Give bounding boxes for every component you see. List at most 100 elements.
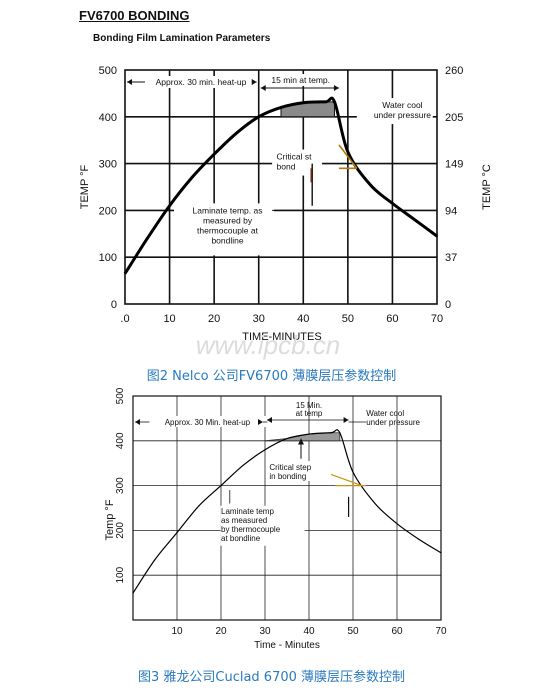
chart1-x-tick-label: 60 bbox=[386, 313, 398, 325]
chart1-arrowhead bbox=[260, 85, 266, 91]
chart2-data-point bbox=[220, 485, 222, 487]
chart2-annotation-laminate: Laminate temp as measured by thermocouple a… bbox=[221, 507, 281, 543]
chart2-x-tick-label: 20 bbox=[215, 626, 227, 637]
chart2-annotation-heatup: Approx. 30 Min. heat-up bbox=[165, 418, 251, 427]
chart1-data-point bbox=[302, 101, 305, 104]
chart1-y2-tick-label: 37 bbox=[445, 252, 457, 264]
chart1-y-tick-label: 500 bbox=[99, 65, 117, 77]
chart1-data-point bbox=[436, 235, 438, 237]
chart1-annotation-bg bbox=[174, 203, 275, 256]
chart1-y2-tick-label: 0 bbox=[445, 299, 451, 311]
chart2-y-axis-label: Temp °F bbox=[104, 499, 116, 540]
chart2-arrowhead bbox=[267, 417, 272, 423]
chart1-data-point bbox=[146, 237, 149, 240]
chart1-x-tick-label: 40 bbox=[297, 313, 309, 325]
chart2-data-point bbox=[264, 449, 266, 451]
chart1-x-axis-label: TIME-MINUTES bbox=[242, 331, 321, 343]
chart2-data-point bbox=[440, 552, 442, 554]
chart1-x-tick-label: 20 bbox=[208, 313, 220, 325]
chart2-annotation-critical: Critical step in bonding bbox=[269, 463, 311, 481]
chart1-y2-tick-label: 260 bbox=[445, 65, 463, 77]
chart1-data-point bbox=[333, 101, 336, 103]
chart2-plot-frame bbox=[132, 395, 442, 621]
chart1-annotation-bg bbox=[272, 149, 323, 176]
chart1-annotation-bg bbox=[145, 76, 257, 88]
chart2-data-point bbox=[374, 502, 376, 505]
chart1-data-point bbox=[413, 218, 416, 221]
page-subheading: Bonding Film Lamination Parameters bbox=[93, 33, 271, 44]
chart2-critical-marker bbox=[330, 473, 363, 487]
chart1-data-point bbox=[369, 183, 371, 186]
chart1-y2-axis-label: TEMP °C bbox=[481, 164, 493, 210]
chart2-data-point bbox=[418, 538, 420, 540]
chart2-arrowhead bbox=[135, 419, 140, 425]
page-heading: FV6700 BONDING bbox=[79, 8, 190, 23]
chart2-data-point bbox=[308, 433, 310, 435]
chart2-y-tick-label: 200 bbox=[115, 522, 126, 539]
chart1-y-tick-label: 0 bbox=[111, 299, 117, 311]
chart2-data-point bbox=[198, 505, 200, 507]
chart1-data-point bbox=[124, 272, 126, 275]
chart1-y2-tick-label: 149 bbox=[445, 159, 463, 171]
chart1-x-tick-label: 70 bbox=[431, 313, 443, 325]
caption-figure-2: 图2 Nelco 公司FV6700 薄膜层压参数控制 bbox=[146, 369, 397, 384]
chart1-annotation-bg bbox=[356, 98, 433, 125]
chart1-data-point bbox=[391, 202, 394, 205]
chart1-arrowhead bbox=[333, 85, 339, 91]
chart1-x-tick-label: 10 bbox=[163, 313, 175, 325]
chart2-data-point bbox=[330, 432, 332, 434]
chart1-series-line bbox=[123, 96, 438, 275]
chart2-arrowhead bbox=[258, 419, 263, 425]
chart1-plot-frame bbox=[124, 69, 438, 305]
chart1-y-tick-label: 400 bbox=[99, 112, 117, 124]
chart2-data-point bbox=[176, 532, 178, 534]
chart2-y-tick-label: 400 bbox=[115, 432, 126, 449]
chart2-arrowhead bbox=[298, 438, 304, 445]
chart1-data-point bbox=[191, 176, 193, 179]
chart1-y-tick-label: 100 bbox=[99, 252, 117, 264]
chart1-arrowhead bbox=[127, 79, 132, 85]
chart2-x-axis-label: Time - Minutes bbox=[254, 640, 320, 651]
chart2-y-tick-label: 300 bbox=[115, 477, 126, 494]
chart2-x-tick-label: 50 bbox=[347, 626, 359, 637]
chart2-x-tick-label: 70 bbox=[435, 626, 447, 637]
chart1-annotation-bg bbox=[261, 74, 340, 86]
chart1-arrowhead bbox=[251, 79, 257, 85]
chart1-data-point bbox=[213, 153, 215, 156]
chart1-data-point bbox=[347, 151, 349, 153]
chart2-annotation-at-temp: 15 Min. at temp bbox=[296, 401, 323, 418]
chart2-data-point bbox=[339, 432, 341, 434]
chart2-data-point bbox=[132, 592, 134, 594]
chart1-data-point bbox=[257, 116, 260, 118]
chart2-x-tick-label: 60 bbox=[391, 626, 403, 637]
chart1-x-tick-label: 30 bbox=[253, 313, 265, 325]
chart1-y-tick-label: 300 bbox=[99, 159, 117, 171]
chart1-y-tick-label: 200 bbox=[99, 205, 117, 217]
chart2-x-tick-label: 40 bbox=[303, 626, 315, 637]
chart2-data-point bbox=[396, 523, 398, 525]
chart2-shaded-area bbox=[264, 432, 341, 442]
chart1-x-tick-label: 50 bbox=[342, 313, 354, 325]
chart2-x-tick-label: 10 bbox=[171, 626, 183, 637]
chart2-annotation-bg bbox=[268, 460, 325, 481]
chart1-x-tick-label: .0 bbox=[120, 313, 129, 325]
chart1-annotation-laminate: Laminate temp. as measured by thermocouple… bbox=[193, 205, 263, 245]
chart1-annotation-water-cool: Water cool under pressure bbox=[374, 100, 431, 120]
chart1-annotation-heatup: Approx. 30 min. heat-up bbox=[156, 77, 247, 87]
watermark: www.ipcb.cn bbox=[196, 330, 341, 360]
chart1-y2-tick-label: 94 bbox=[445, 205, 457, 217]
chart2-data-point bbox=[154, 558, 156, 561]
chart2-y-tick-label: 500 bbox=[115, 387, 126, 404]
chart2-x-tick-label: 30 bbox=[259, 626, 271, 637]
caption-figure-3: 图3 雅龙公司Cuclad 6700 薄膜层压参数控制 bbox=[137, 670, 406, 685]
chart2-annotation-bg bbox=[220, 505, 305, 546]
chart1-annotation-critical: Critical st bond bbox=[277, 152, 313, 172]
chart2-annotation-bg bbox=[149, 416, 268, 427]
chart1-data-point bbox=[168, 204, 171, 207]
chart1-annotation-at-temp: 15 min at temp. bbox=[271, 75, 330, 85]
chart2-data-point bbox=[242, 464, 244, 467]
chart2-arrowhead bbox=[343, 417, 349, 423]
chart2-series-line bbox=[132, 429, 442, 594]
chart1-y2-tick-label: 205 bbox=[445, 112, 463, 124]
